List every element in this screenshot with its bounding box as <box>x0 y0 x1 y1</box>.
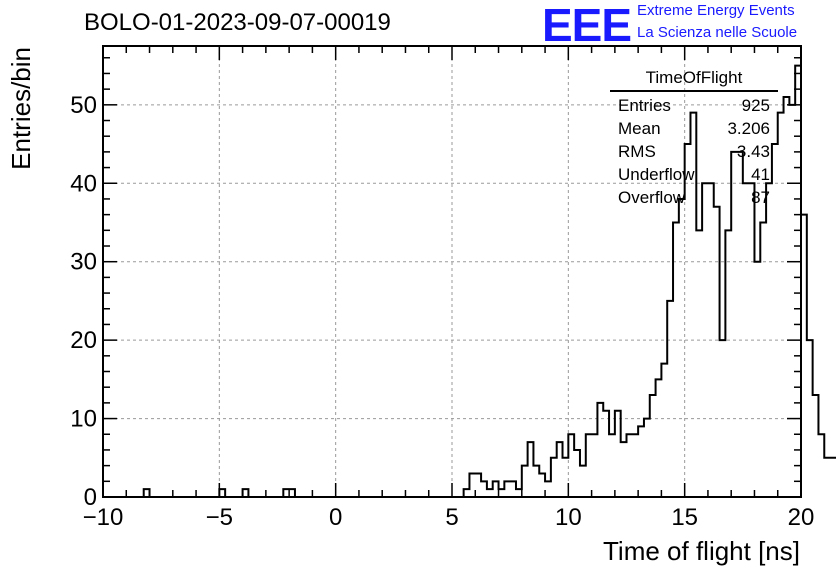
stat-row-mean: Mean 3.206 <box>610 117 778 140</box>
stat-row-rms: RMS 3.43 <box>610 140 778 163</box>
stat-row-overflow: Overflow 87 <box>610 186 778 209</box>
y-tick-label: 30 <box>70 249 97 276</box>
stat-row-underflow: Underflow 41 <box>610 163 778 186</box>
axis-ticks: −10 −5 0 5 10 15 20 0 10 20 30 40 50 <box>70 46 814 531</box>
stat-value: 41 <box>751 165 770 184</box>
x-tick-label: −10 <box>83 504 124 531</box>
x-tick-label: 0 <box>329 504 342 531</box>
histogram-title: BOLO-01-2023-09-07-00019 <box>84 9 391 36</box>
x-tick-label: 5 <box>445 504 458 531</box>
y-tick-label: 20 <box>70 327 97 354</box>
x-tick-label: 15 <box>671 504 698 531</box>
stats-title: TimeOfFlight <box>610 68 778 92</box>
stat-label: Entries <box>618 96 671 115</box>
logo-line-1: Extreme Energy Events <box>637 2 795 19</box>
y-tick-label: 50 <box>70 92 97 119</box>
eee-logo-mark: EEE <box>542 0 632 51</box>
stat-value: 3.206 <box>727 119 770 138</box>
x-tick-label: −5 <box>206 504 233 531</box>
stat-label: Overflow <box>618 188 686 207</box>
x-tick-label: 10 <box>555 504 582 531</box>
y-tick-label: 10 <box>70 406 97 433</box>
x-tick-label: 20 <box>788 504 815 531</box>
stat-row-entries: Entries 925 <box>610 94 778 117</box>
y-tick-label: 40 <box>70 170 97 197</box>
stats-box: TimeOfFlight Entries 925 Mean 3.206 RMS … <box>610 68 778 209</box>
x-axis-label: Time of flight [ns] <box>603 536 800 566</box>
stat-label: RMS <box>618 142 656 161</box>
stat-value: 87 <box>751 188 770 207</box>
logo-line-2: La Scienza nelle Scuole <box>637 24 798 41</box>
y-tick-label: 0 <box>84 484 97 511</box>
stat-label: Underflow <box>618 165 695 184</box>
grid-lines <box>103 46 801 497</box>
stat-label: Mean <box>618 119 661 138</box>
stat-value: 3.43 <box>736 142 770 161</box>
stat-value: 925 <box>741 96 770 115</box>
y-axis-label: Entries/bin <box>6 47 36 170</box>
